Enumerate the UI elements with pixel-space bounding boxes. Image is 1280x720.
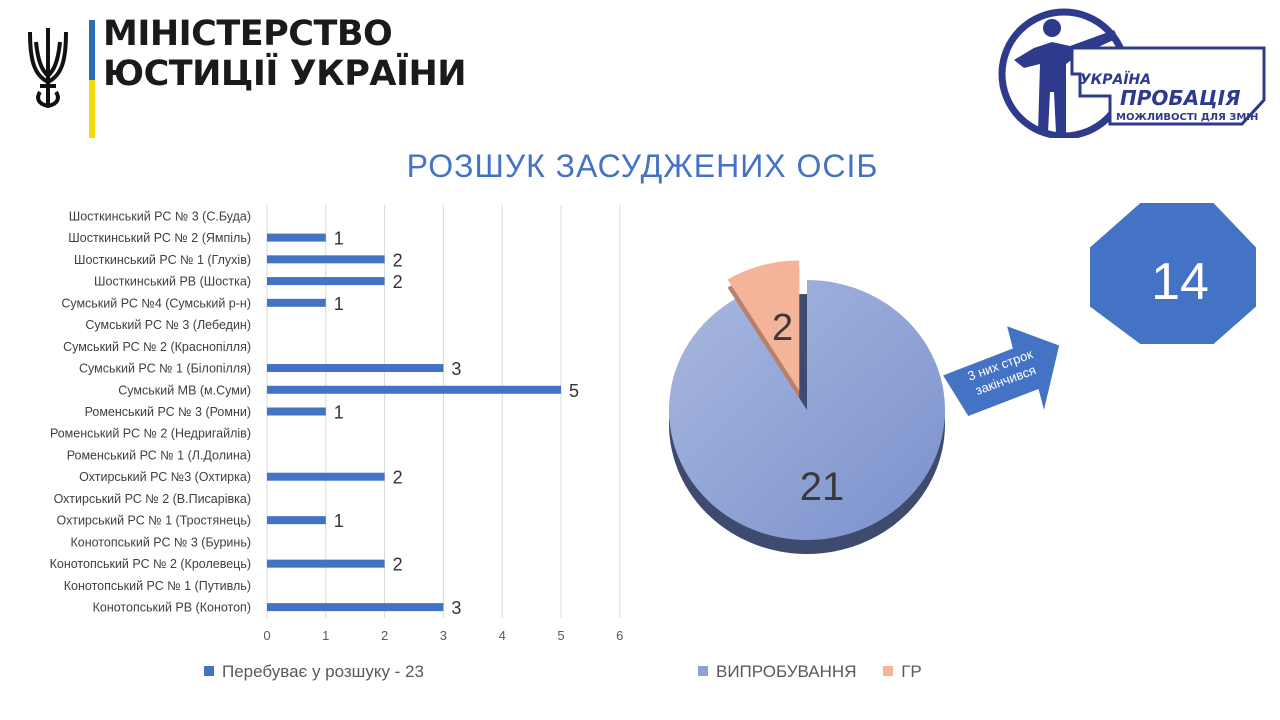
y-category-label: Сумський РС № 3 (Лебедин) (85, 318, 251, 332)
y-category-label: Конотопський РС № 3 (Буринь) (70, 535, 251, 549)
bar (267, 603, 444, 612)
x-tick-label: 6 (616, 628, 623, 643)
y-category-label: Сумський РС №4 (Сумський р-н) (61, 296, 251, 310)
bar-chart: 0 1 2 3 4 5 6 Шосткинський РС № 3 (С.Буда) Шостк… (50, 205, 623, 643)
flag-blue-stripe (89, 20, 95, 80)
bar-chart-legend: Перебуває у розшуку - 23 (204, 662, 424, 682)
bar-data-label: 1 (334, 294, 344, 314)
x-tick-label: 4 (499, 628, 506, 643)
key-shape (1070, 46, 1266, 126)
y-category-label: Шосткинський РС № 3 (С.Буда) (69, 209, 251, 223)
probation-logo-line1: УКРАЇНА (1080, 71, 1151, 88)
bar (267, 364, 444, 373)
y-category-label: Конотопський РС № 2 (Кролевець) (50, 557, 251, 571)
ministry-name-line2: ЮСТИЦІЇ УКРАЇНИ (103, 54, 467, 94)
y-category-label: Роменський РС № 1 (Л.Долина) (67, 448, 251, 462)
bar-data-label: 1 (334, 229, 344, 249)
x-tick-label: 3 (440, 628, 447, 643)
y-category-label: Шосткинський РС № 2 (Ямпіль) (68, 231, 251, 245)
x-tick-label: 5 (557, 628, 564, 643)
pie-legend-item-2: ГР (883, 662, 922, 681)
pie-legend-swatch-2 (883, 666, 894, 676)
bar-legend-swatch (204, 666, 214, 676)
bar-data-label: 1 (334, 403, 344, 423)
y-category-label: Конотопський РС № 1 (Путивль) (64, 579, 251, 593)
bar (267, 407, 326, 416)
pie-legend-swatch-1 (698, 666, 708, 676)
bar-data-label: 2 (393, 468, 403, 488)
y-category-label: Охтирський РС № 1 (Тростянець) (57, 514, 251, 528)
y-category-label: Конотопський РВ (Конотоп) (93, 601, 251, 615)
bar (267, 277, 385, 286)
ministry-name-line1: МІНІСТЕРСТВО (103, 14, 393, 54)
y-category-label: Сумський МВ (м.Суми) (118, 383, 251, 397)
bar-data-label: 3 (451, 598, 461, 618)
bar (267, 385, 561, 394)
y-category-label: Сумський РС № 2 (Краснопілля) (63, 340, 251, 354)
pie-data-label-2: 2 (772, 307, 793, 349)
trident-icon (28, 28, 68, 108)
x-tick-label: 2 (381, 628, 388, 643)
bar (267, 559, 385, 568)
person-icon (1014, 19, 1118, 133)
pie-legend-label-1: ВИПРОБУВАННЯ (716, 662, 857, 681)
y-category-label: Сумський РС № 1 (Білопілля) (79, 362, 251, 376)
y-category-label: Шосткинський РВ (Шостка) (94, 275, 251, 289)
bar-data-label: 2 (393, 250, 403, 270)
ministry-name: МІНІСТЕРСТВО ЮСТИЦІЇ УКРАЇНИ (103, 14, 467, 94)
bar (267, 255, 385, 264)
bar (267, 298, 326, 307)
pie-chart-legend: ВИПРОБУВАННЯ ГР (698, 662, 944, 682)
y-category-label: Охтирський РС №3 (Охтирка) (79, 470, 251, 484)
bar-data-label: 3 (451, 359, 461, 379)
flag-yellow-stripe (89, 80, 95, 138)
x-tick-label: 0 (263, 628, 270, 643)
bar-data-label: 1 (334, 511, 344, 531)
bar (267, 233, 326, 242)
ministry-logo (28, 20, 95, 138)
y-category-label: Роменський РС № 2 (Недригайлів) (50, 427, 251, 441)
probation-logo: УКРАЇНА ПРОБАЦІЯ МОЖЛИВОСТІ ДЛЯ ЗМІН (998, 8, 1266, 138)
y-category-label: Охтирський РС № 2 (В.Писарівка) (54, 492, 251, 506)
callout-arrow (940, 323, 1061, 418)
pie-chart: 21 2 (669, 201, 1258, 554)
bar-data-label: 2 (393, 555, 403, 575)
result-octagon (1088, 201, 1258, 346)
bar-legend-label: Перебуває у розшуку - 23 (222, 662, 424, 681)
probation-logo-line3: МОЖЛИВОСТІ ДЛЯ ЗМІН (1116, 112, 1258, 123)
y-category-label: Шосткинський РС № 1 (Глухів) (74, 253, 251, 267)
probation-logo-line2: ПРОБАЦІЯ (1120, 86, 1241, 110)
pie-legend-item-1: ВИПРОБУВАННЯ (698, 662, 856, 681)
slide-title: РОЗШУК ЗАСУДЖЕНИХ ОСІБ (406, 148, 879, 184)
octagon-value: 14 (1151, 253, 1209, 311)
bar (267, 472, 385, 481)
bar-data-label: 5 (569, 381, 579, 401)
x-tick-label: 1 (322, 628, 329, 643)
pie-data-label-1: 21 (800, 465, 845, 509)
bar (267, 516, 326, 525)
pie-slice-gr (727, 260, 800, 391)
pie-legend-label-2: ГР (901, 662, 922, 681)
y-category-label: Роменський РС № 3 (Ромни) (85, 405, 251, 419)
pie-slice-випробування (669, 280, 945, 540)
bar-data-label: 2 (393, 272, 403, 292)
